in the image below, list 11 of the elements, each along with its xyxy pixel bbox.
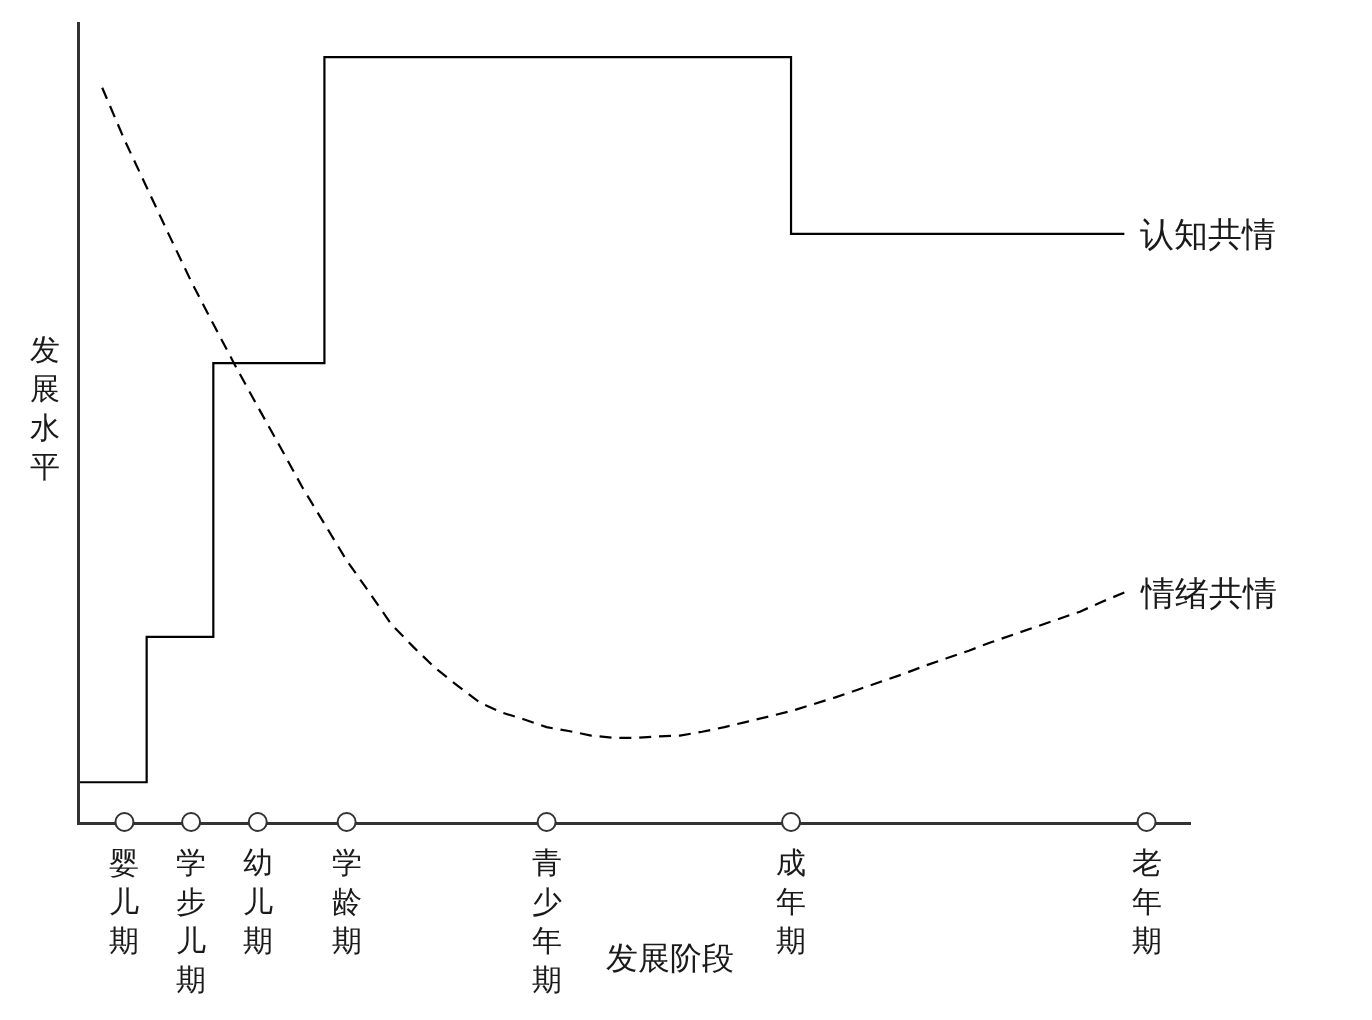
series-label: 认知共情 — [1140, 214, 1276, 254]
x-tick-label: 婴儿期 — [109, 844, 140, 958]
x-tick-label: 青少年期 — [531, 844, 562, 997]
x-tick-label: 老年期 — [1131, 844, 1162, 958]
y-axis-title: 发展水平 — [30, 332, 60, 484]
x-axis-title: 发展阶段 — [606, 939, 734, 977]
x-tick-label: 成年期 — [776, 844, 807, 958]
series-label: 情绪共情 — [1140, 573, 1277, 613]
x-tick-label: 幼儿期 — [242, 844, 273, 958]
x-tick-label: 学步儿期 — [176, 844, 207, 997]
x-tick-label: 学龄期 — [331, 844, 362, 958]
